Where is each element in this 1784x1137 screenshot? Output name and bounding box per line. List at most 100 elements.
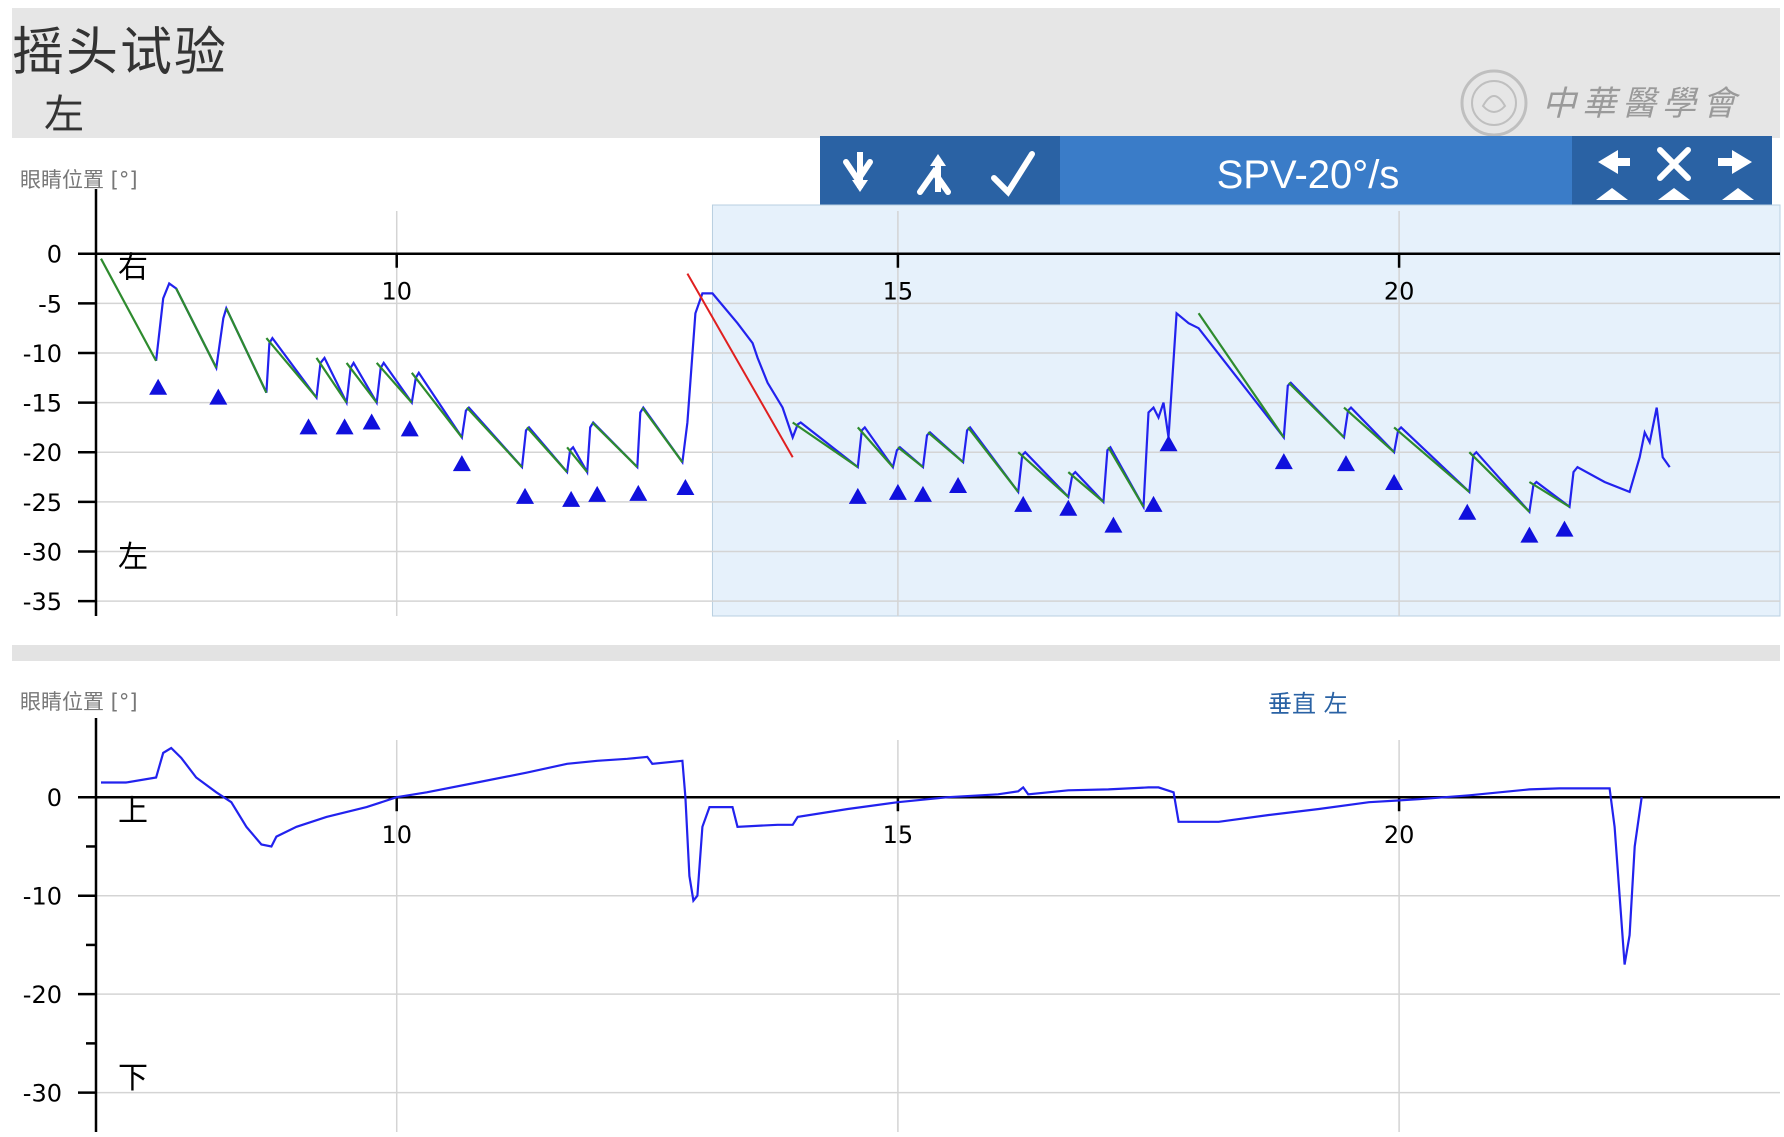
y-tick-label: 0 bbox=[47, 784, 62, 812]
saccade-marker bbox=[149, 378, 168, 395]
saccade-marker bbox=[1014, 495, 1033, 512]
y-tick-label: 0 bbox=[47, 241, 62, 269]
saccade-marker bbox=[1458, 503, 1477, 520]
slow-phase-segment bbox=[792, 421, 859, 469]
saccade-marker bbox=[209, 388, 228, 405]
x-tick-label: 15 bbox=[883, 278, 914, 306]
direction-label-left: 左 bbox=[118, 540, 148, 575]
slow-phase-segment bbox=[410, 372, 463, 439]
slow-phase-segment bbox=[1528, 481, 1571, 508]
saccade-marker bbox=[629, 484, 648, 501]
y-tick-label: -10 bbox=[23, 340, 62, 368]
previous-button[interactable] bbox=[1576, 136, 1646, 214]
x-tick-label: 10 bbox=[381, 278, 412, 306]
delete-button[interactable] bbox=[1640, 136, 1710, 214]
set-end-button[interactable] bbox=[904, 136, 974, 214]
saccade-marker bbox=[1159, 435, 1178, 452]
saccade-marker bbox=[299, 418, 318, 435]
saccade-marker bbox=[588, 485, 607, 502]
y-tick-label: -15 bbox=[23, 390, 62, 418]
direction-label-right: 右 bbox=[118, 251, 148, 286]
saccade-marker bbox=[676, 478, 695, 495]
saccade-marker bbox=[848, 487, 867, 504]
y-tick-label: -20 bbox=[23, 439, 62, 467]
saccade-marker bbox=[1104, 516, 1123, 533]
next-icon bbox=[1718, 150, 1754, 200]
confirm-icon bbox=[991, 151, 1035, 197]
next-button[interactable] bbox=[1704, 136, 1774, 214]
slow-phase-segment bbox=[466, 406, 523, 468]
y-tick-label: -30 bbox=[23, 538, 62, 566]
seal-icon bbox=[1460, 69, 1528, 137]
slow-phase-segment bbox=[1197, 312, 1285, 439]
spv-value-label: SPV-20°/s bbox=[1216, 153, 1400, 197]
saccade-marker bbox=[452, 455, 471, 472]
slow-phase-segment bbox=[1017, 451, 1070, 498]
slow-phase-segment bbox=[1343, 406, 1395, 454]
saccade-marker bbox=[1520, 526, 1539, 543]
saccade-marker bbox=[888, 483, 907, 500]
y-tick-label: -5 bbox=[38, 290, 62, 318]
saccade-marker bbox=[400, 420, 419, 437]
direction-label-down: 下 bbox=[118, 1061, 148, 1096]
slow-phase-segment bbox=[641, 406, 684, 463]
slow-phase-segment bbox=[1468, 451, 1531, 513]
direction-label-up: 上 bbox=[118, 794, 148, 829]
saccade-marker bbox=[1059, 499, 1078, 516]
slow-phase-segment bbox=[1393, 426, 1471, 493]
set-end-icon bbox=[917, 154, 951, 195]
saccade-marker bbox=[1144, 495, 1163, 512]
saccade-marker bbox=[335, 418, 354, 435]
saccade-marker bbox=[1336, 455, 1355, 472]
saccade-marker bbox=[949, 476, 968, 493]
slow-phase-segment bbox=[1107, 446, 1145, 508]
navigation-button-group bbox=[1572, 136, 1772, 214]
horizontal-position-trace bbox=[155, 281, 1671, 515]
test-title: 摇头试验 bbox=[12, 23, 229, 83]
spv-fit-line bbox=[686, 273, 794, 458]
slow-phase-segment bbox=[927, 431, 964, 464]
spv-toolbar: SPV-20°/s bbox=[820, 136, 1772, 214]
slow-phase-segment bbox=[1288, 382, 1345, 439]
slow-phase-segment bbox=[100, 258, 158, 362]
y-tick-label: -30 bbox=[23, 1080, 62, 1108]
slow-phase-segment bbox=[591, 421, 639, 468]
y-tick-label: -10 bbox=[23, 883, 62, 911]
title-bar: 摇头试验 左 中華醫學會 bbox=[12, 8, 1780, 138]
saccade-marker bbox=[1385, 474, 1404, 491]
vertical-position-trace bbox=[101, 746, 1643, 965]
chart2-ylabel: 眼睛位置 [°] bbox=[20, 690, 138, 714]
saccade-marker bbox=[1274, 453, 1293, 470]
slow-phase-segment bbox=[315, 357, 348, 404]
slow-phase-segment bbox=[1067, 471, 1105, 503]
marker-button-group bbox=[820, 136, 1060, 214]
set-start-button[interactable] bbox=[828, 136, 898, 214]
x-tick-label: 20 bbox=[1384, 821, 1415, 849]
slow-phase-segment bbox=[967, 426, 1020, 493]
y-tick-label: -20 bbox=[23, 981, 62, 1009]
x-tick-label: 10 bbox=[381, 821, 412, 849]
watermark-text: 中華醫學會 bbox=[1542, 84, 1742, 124]
slow-phase-segment bbox=[897, 446, 924, 468]
panel-divider[interactable] bbox=[12, 645, 1780, 661]
x-tick-label: 20 bbox=[1384, 278, 1415, 306]
saccade-marker bbox=[1555, 520, 1574, 537]
y-tick-label: -35 bbox=[23, 588, 62, 616]
y-tick-label: -25 bbox=[23, 489, 62, 517]
saccade-marker bbox=[516, 487, 535, 504]
chart1-ylabel: 眼睛位置 [°] bbox=[20, 168, 138, 192]
saccade-marker bbox=[913, 485, 932, 502]
test-direction: 左 bbox=[44, 92, 84, 138]
x-tick-label: 15 bbox=[883, 821, 914, 849]
delete-icon bbox=[1657, 147, 1691, 200]
slow-phase-segment bbox=[345, 362, 378, 404]
selection-region bbox=[711, 204, 1781, 617]
confirm-button[interactable] bbox=[980, 136, 1050, 214]
previous-icon bbox=[1596, 150, 1630, 200]
slow-phase-segment bbox=[526, 426, 568, 473]
slow-phase-segment bbox=[856, 426, 894, 468]
saccade-marker bbox=[362, 413, 381, 430]
slow-phase-segment bbox=[175, 288, 218, 369]
set-start-icon bbox=[843, 152, 873, 192]
